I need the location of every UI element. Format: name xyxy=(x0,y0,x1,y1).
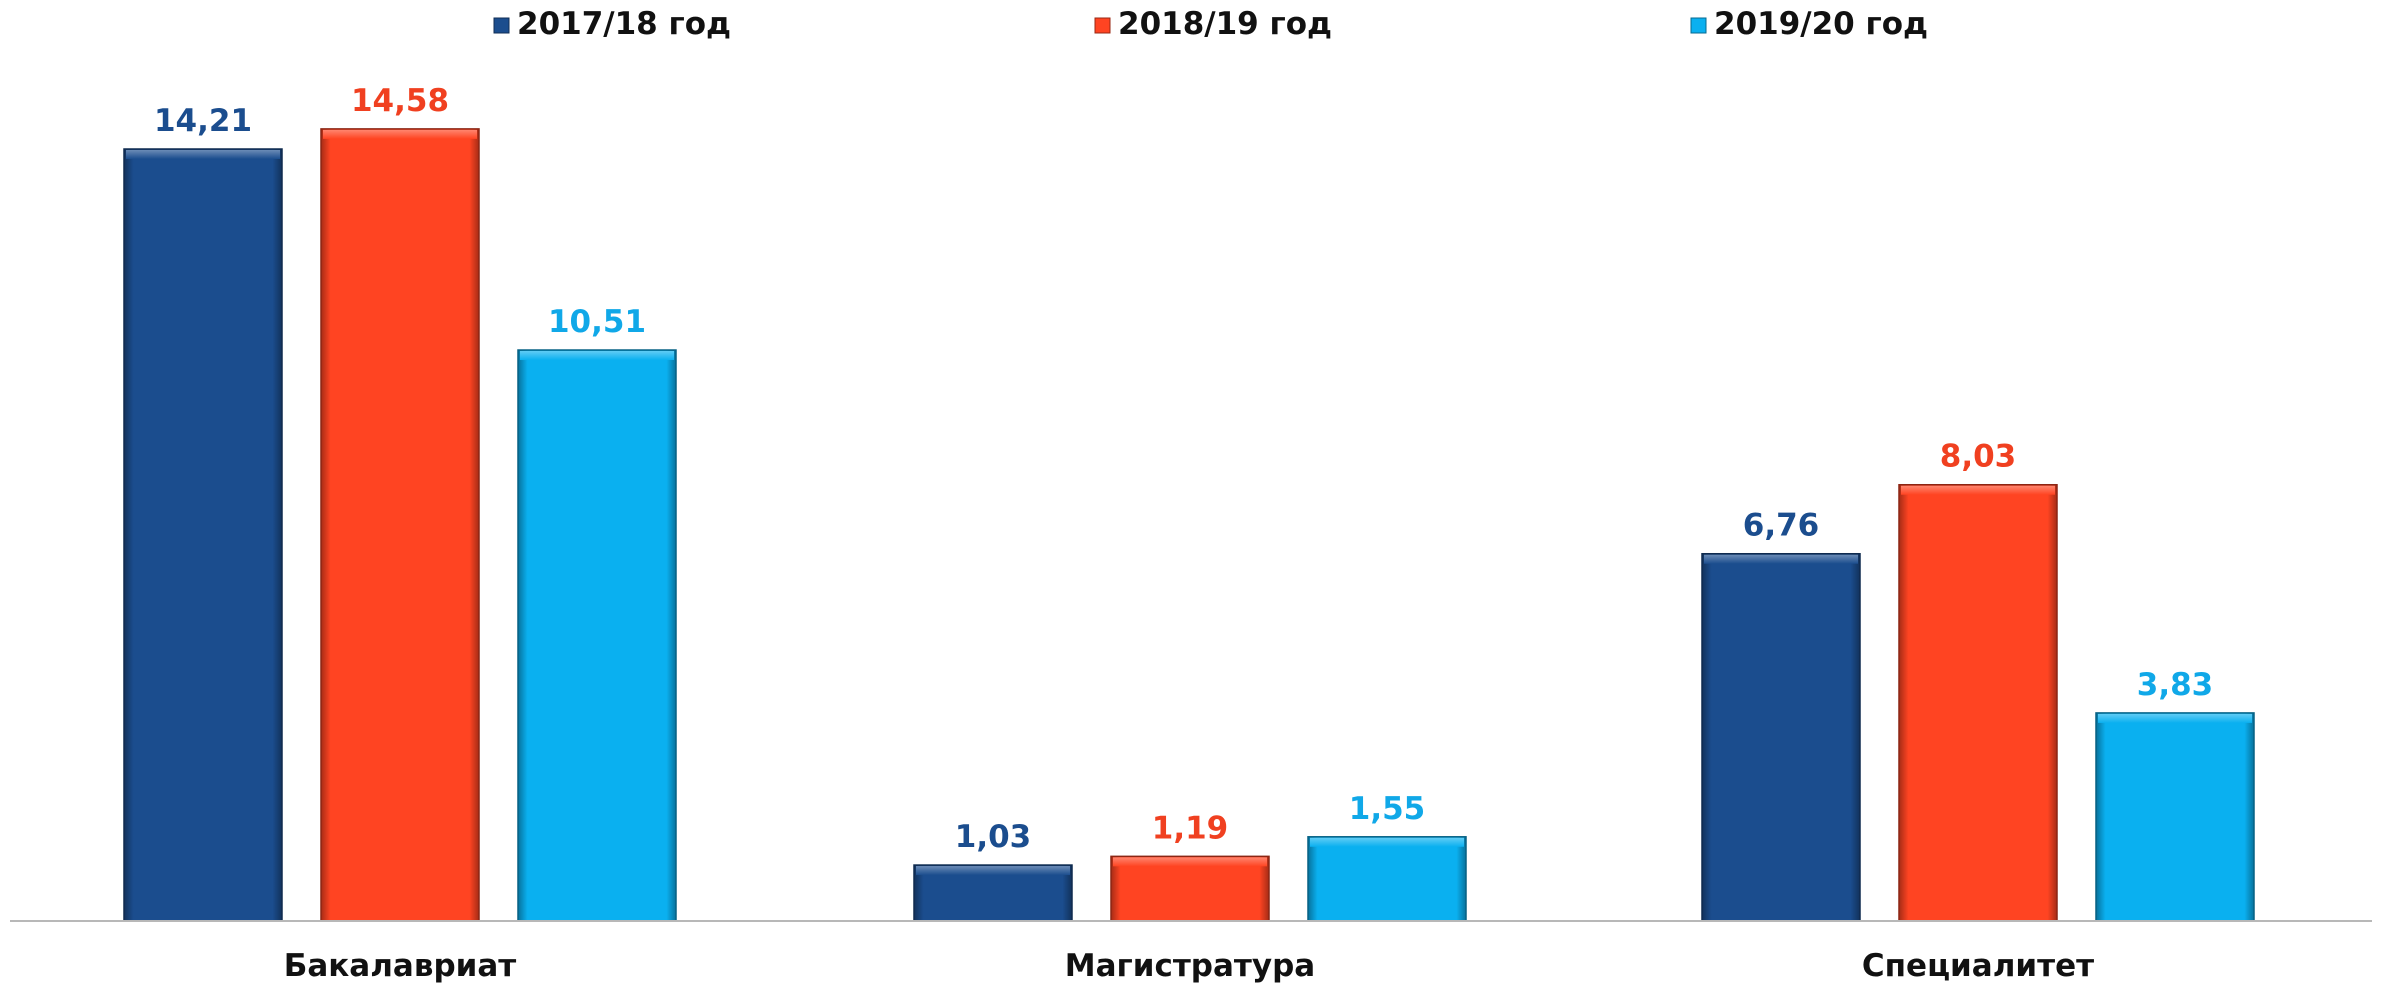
bar-magistratura-2017-18 xyxy=(913,864,1073,922)
value-label-bakalavriat-2018-19: 14,58 xyxy=(351,83,449,119)
legend-item-2018-19: 2018/19 год xyxy=(1094,6,1332,42)
category-label-specialitet: Специалитет xyxy=(1862,948,2094,983)
legend-item-2019-20: 2019/20 год xyxy=(1690,6,1928,42)
bar-specialitet-2017-18 xyxy=(1701,552,1861,922)
chart-legend: 2017/18 год 2018/19 год 2019/20 год xyxy=(493,6,1928,42)
value-label-specialitet-2017-18: 6,76 xyxy=(1743,508,1820,544)
value-label-specialitet-2018-19: 8,03 xyxy=(1940,439,2017,475)
category-label-bakalavriat: Бакалавриат xyxy=(284,948,517,983)
value-label-magistratura-2018-19: 1,19 xyxy=(1152,810,1229,846)
legend-swatch xyxy=(1094,17,1111,34)
bar-bakalavriat-2018-19 xyxy=(320,128,480,922)
category-label-magistratura: Магистратура xyxy=(1065,948,1315,983)
plot-area xyxy=(123,128,2255,922)
category-labels: Бакалавриат Магистратура Специалитет xyxy=(284,948,2094,983)
legend-item-2017-18: 2017/18 год xyxy=(493,6,731,42)
value-labels: 14,21 14,58 10,51 1,03 1,19 1,55 6,76 8,03 3,83 xyxy=(154,83,2213,855)
value-label-bakalavriat-2019-20: 10,51 xyxy=(548,304,646,340)
value-label-magistratura-2017-18: 1,03 xyxy=(955,819,1032,855)
bar-bakalavriat-2017-18 xyxy=(123,148,283,922)
value-label-bakalavriat-2017-18: 14,21 xyxy=(154,103,252,139)
legend-label: 2017/18 год xyxy=(517,6,731,42)
value-label-magistratura-2019-20: 1,55 xyxy=(1349,791,1426,827)
bar-magistratura-2019-20 xyxy=(1307,836,1467,922)
legend-swatch xyxy=(1690,17,1707,34)
legend-label: 2018/19 год xyxy=(1118,6,1332,42)
legend-swatch xyxy=(493,17,510,34)
bar-bakalavriat-2019-20 xyxy=(517,349,677,922)
legend-label: 2019/20 год xyxy=(1714,6,1928,42)
bar-specialitet-2019-20 xyxy=(2095,712,2255,922)
bar-specialitet-2018-19 xyxy=(1898,483,2058,922)
bar-magistratura-2018-19 xyxy=(1110,855,1270,922)
value-label-specialitet-2019-20: 3,83 xyxy=(2137,667,2214,703)
